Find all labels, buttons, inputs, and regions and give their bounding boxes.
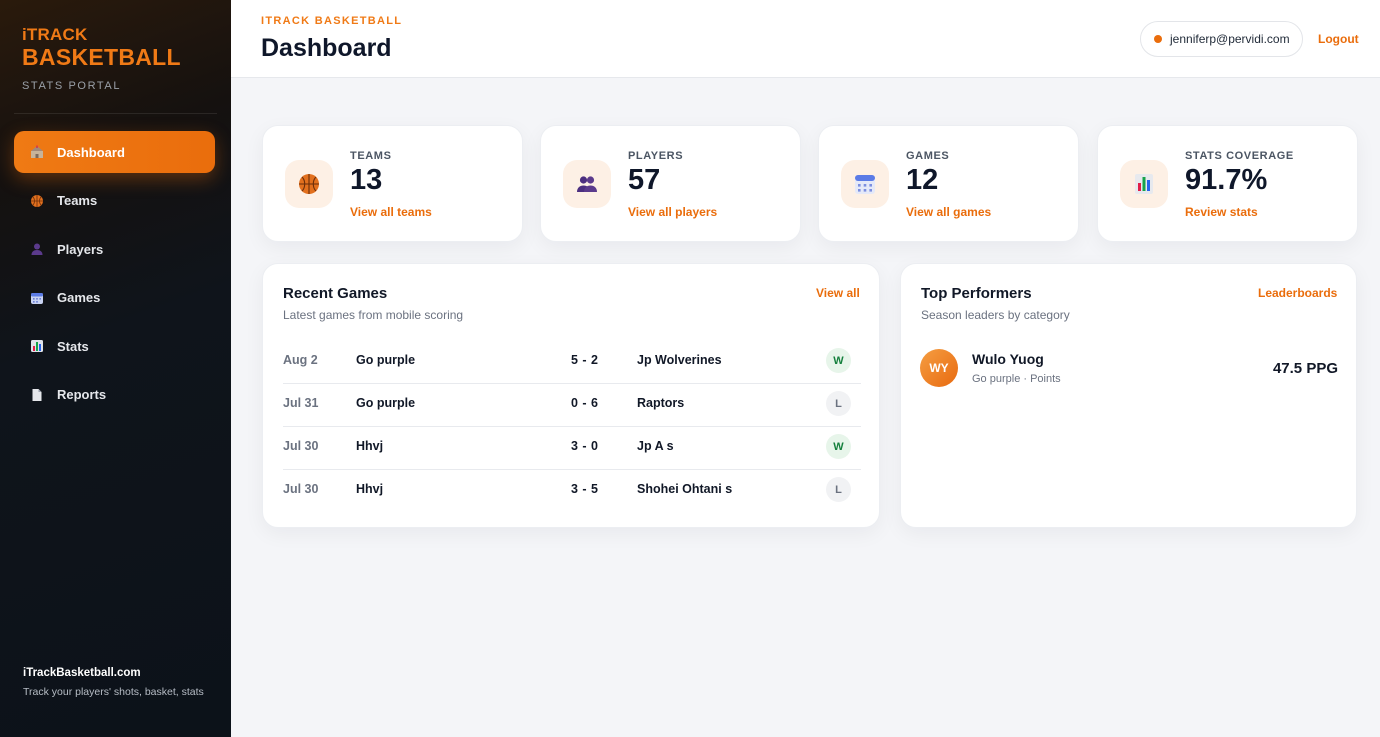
- review-stats-link[interactable]: Review stats: [1185, 205, 1258, 219]
- stat-label: GAMES: [906, 150, 950, 162]
- game-date: Jul 31: [283, 396, 319, 410]
- stat-card-teams: TEAMS 13 View all teams: [262, 125, 523, 242]
- recent-games-panel: Recent Games Latest games from mobile sc…: [262, 263, 880, 528]
- games-list: Aug 2 Go purple 5 - 2 Jp Wolverines W Ju…: [283, 341, 861, 513]
- sidebar-item-reports[interactable]: Reports: [14, 374, 215, 416]
- sidebar-item-label: Reports: [57, 387, 107, 402]
- away-team: Jp A s: [637, 439, 674, 453]
- stat-value: 12: [906, 164, 939, 196]
- stat-value: 13: [350, 164, 383, 196]
- calendar-icon: [30, 291, 44, 305]
- game-row[interactable]: Jul 31 Go purple 0 - 6 Raptors L: [283, 384, 861, 427]
- brand-logo[interactable]: iTRACK BASKETBALL STATS PORTAL: [22, 25, 181, 93]
- sidebar-divider: [14, 113, 217, 114]
- game-score: 5 - 2: [571, 353, 599, 367]
- game-date: Jul 30: [283, 439, 319, 453]
- away-team: Jp Wolverines: [637, 353, 722, 367]
- sidebar-item-label: Players: [57, 241, 104, 257]
- stat-card-games: GAMES 12 View all games: [818, 125, 1079, 242]
- stat-label: PLAYERS: [628, 150, 684, 162]
- brand-main: BASKETBALL: [22, 44, 181, 70]
- header-kicker: ITRACK BASKETBALL: [261, 15, 403, 27]
- sidebar-item-players[interactable]: Players: [14, 228, 215, 270]
- performer-name: Wulo Yuog: [972, 351, 1044, 367]
- view-all-players-link[interactable]: View all players: [628, 205, 718, 219]
- view-all-games-button[interactable]: View all: [816, 286, 860, 300]
- game-score: 0 - 6: [571, 396, 599, 410]
- basketball-icon: [30, 194, 44, 208]
- away-team: Shohei Ohtani s: [637, 482, 733, 496]
- panel-title: Recent Games: [283, 285, 388, 302]
- performer-row[interactable]: WY Wulo Yuog Go purple · Points 47.5 PPG: [920, 349, 1338, 389]
- top-header: ITRACK BASKETBALL Dashboard jenniferp@pe…: [231, 0, 1380, 78]
- panel-subtitle: Latest games from mobile scoring: [283, 308, 464, 322]
- sidebar-footer: iTrackBasketball.com Track your players'…: [23, 667, 213, 700]
- game-date: Aug 2: [283, 353, 318, 367]
- leaderboards-link[interactable]: Leaderboards: [1258, 286, 1338, 300]
- top-performers-panel: Top Performers Season leaders by categor…: [900, 263, 1357, 528]
- brand-subtitle: STATS PORTAL: [22, 80, 122, 92]
- sidebar-item-dashboard[interactable]: Dashboard: [14, 131, 215, 173]
- avatar: WY: [920, 349, 958, 387]
- sidebar-item-teams[interactable]: Teams: [14, 180, 215, 222]
- stat-value: 91.7%: [1185, 164, 1268, 196]
- view-all-games-link[interactable]: View all games: [906, 205, 992, 219]
- result-badge: W: [826, 348, 851, 373]
- bar-chart-icon: [1120, 160, 1168, 208]
- home-team: Go purple: [356, 353, 416, 367]
- result-badge: W: [826, 434, 851, 459]
- home-team: Hhvj: [356, 439, 384, 453]
- game-row[interactable]: Jul 30 Hhvj 3 - 0 Jp A s W: [283, 427, 861, 470]
- home-team: Go purple: [356, 396, 416, 410]
- brand-top: iTRACK: [22, 25, 88, 44]
- sidebar-item-label: Games: [57, 290, 101, 305]
- school-icon: [30, 145, 44, 159]
- logout-link[interactable]: Logout: [1318, 32, 1359, 46]
- stat-value: 57: [628, 164, 661, 196]
- home-team: Hhvj: [356, 482, 384, 496]
- people-icon: [563, 160, 611, 208]
- result-badge: L: [826, 477, 851, 502]
- game-date: Jul 30: [283, 482, 319, 496]
- performer-detail: Go purple · Points: [972, 373, 1061, 385]
- bar-chart-icon: [30, 339, 44, 353]
- page-title: Dashboard: [261, 34, 392, 62]
- user-email: jenniferp@pervidi.com: [1170, 32, 1290, 46]
- result-badge: L: [826, 391, 851, 416]
- sidebar-item-label: Stats: [57, 338, 89, 354]
- calendar-icon: [841, 160, 889, 208]
- user-menu[interactable]: jenniferp@pervidi.com: [1140, 21, 1303, 57]
- sidebar-item-games[interactable]: Games: [14, 277, 215, 319]
- sidebar-item-label: Dashboard: [57, 144, 125, 160]
- online-status-dot: [1154, 35, 1162, 43]
- game-score: 3 - 5: [571, 482, 599, 496]
- sidebar-footer-title: iTrackBasketball.com: [23, 667, 141, 679]
- game-row[interactable]: Aug 2 Go purple 5 - 2 Jp Wolverines W: [283, 341, 861, 384]
- person-icon: [30, 242, 44, 256]
- away-team: Raptors: [637, 396, 685, 410]
- performer-value: 47.5 PPG: [1272, 360, 1338, 377]
- sidebar-item-label: Teams: [57, 193, 98, 208]
- view-all-teams-link[interactable]: View all teams: [350, 205, 432, 219]
- panel-title: Top Performers: [921, 285, 1032, 302]
- sidebar-nav: Dashboard Teams Players Games Stats: [14, 131, 215, 422]
- game-row[interactable]: Jul 30 Hhvj 3 - 5 Shohei Ohtani s L: [283, 470, 861, 513]
- sidebar-item-stats[interactable]: Stats: [14, 325, 215, 367]
- panel-subtitle: Season leaders by category: [921, 308, 1070, 322]
- game-score: 3 - 0: [571, 439, 599, 453]
- document-icon: [30, 388, 44, 402]
- stat-label: STATS COVERAGE: [1185, 150, 1294, 162]
- sidebar: iTRACK BASKETBALL STATS PORTAL Dashboard…: [0, 0, 231, 737]
- stat-card-stats-coverage: STATS COVERAGE 91.7% Review stats: [1097, 125, 1358, 242]
- stat-label: TEAMS: [350, 150, 392, 162]
- sidebar-footer-text: Track your players' shots, basket, stats: [23, 686, 204, 698]
- stat-card-players: PLAYERS 57 View all players: [540, 125, 801, 242]
- basketball-icon: [285, 160, 333, 208]
